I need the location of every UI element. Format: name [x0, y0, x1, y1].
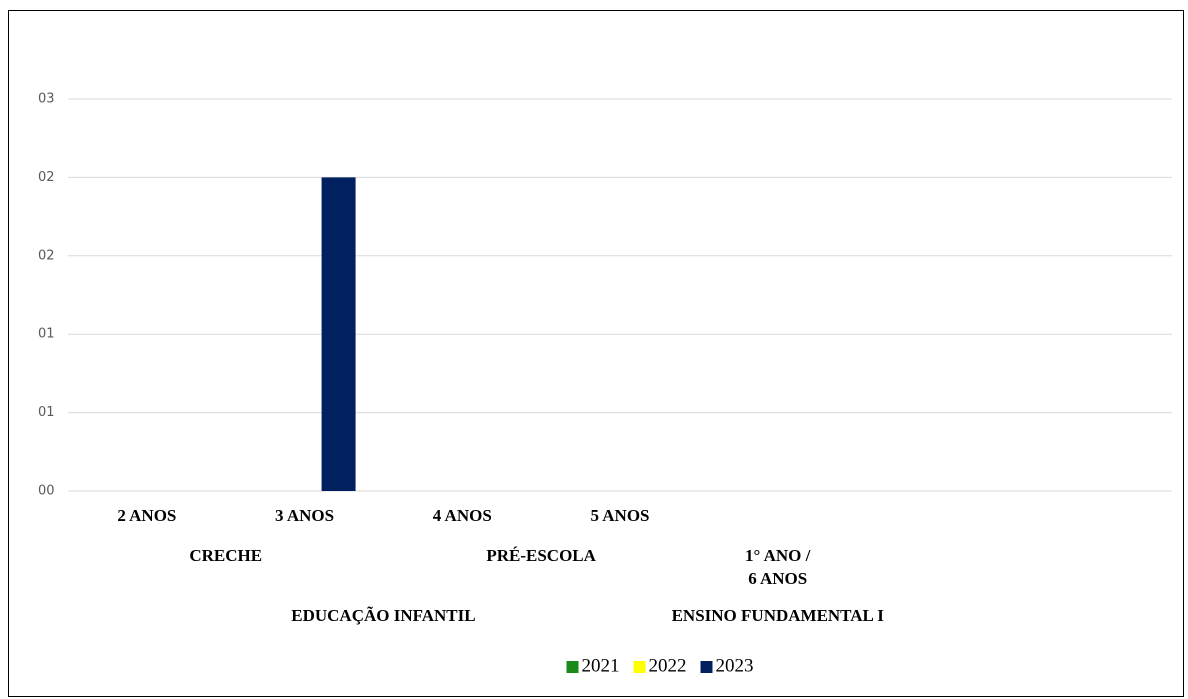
legend-label: 2021	[582, 655, 620, 676]
legend-label: 2022	[649, 655, 687, 676]
x-group-label: CRECHE	[189, 546, 262, 565]
y-tick-label: 00	[38, 484, 55, 499]
legend-swatch	[633, 661, 646, 673]
x-group-label: ENSINO FUNDAMENTAL I	[672, 606, 885, 625]
x-tick-label: 3 ANOS	[275, 506, 334, 525]
x-tick-label: 2 ANOS	[117, 506, 176, 525]
x-group-label: 1° ANO /	[745, 546, 811, 565]
legend-swatch	[566, 661, 579, 673]
y-tick-label: 01	[38, 327, 55, 342]
legend-swatch	[700, 661, 713, 673]
y-tick-label: 03	[38, 92, 55, 107]
x-group-label: 6 ANOS	[748, 569, 807, 588]
legend-label: 2023	[716, 655, 754, 676]
y-tick-label: 01	[38, 405, 55, 420]
x-tick-label: 5 ANOS	[590, 506, 649, 525]
x-tick-label: 4 ANOS	[433, 506, 492, 525]
x-group-label: EDUCAÇÃO INFANTIL	[291, 606, 475, 625]
y-tick-label: 02	[38, 248, 55, 263]
bar	[321, 177, 356, 491]
chart-frame	[8, 10, 1184, 697]
y-tick-label: 02	[38, 170, 55, 185]
x-group-label: PRÉ-ESCOLA	[486, 546, 596, 565]
